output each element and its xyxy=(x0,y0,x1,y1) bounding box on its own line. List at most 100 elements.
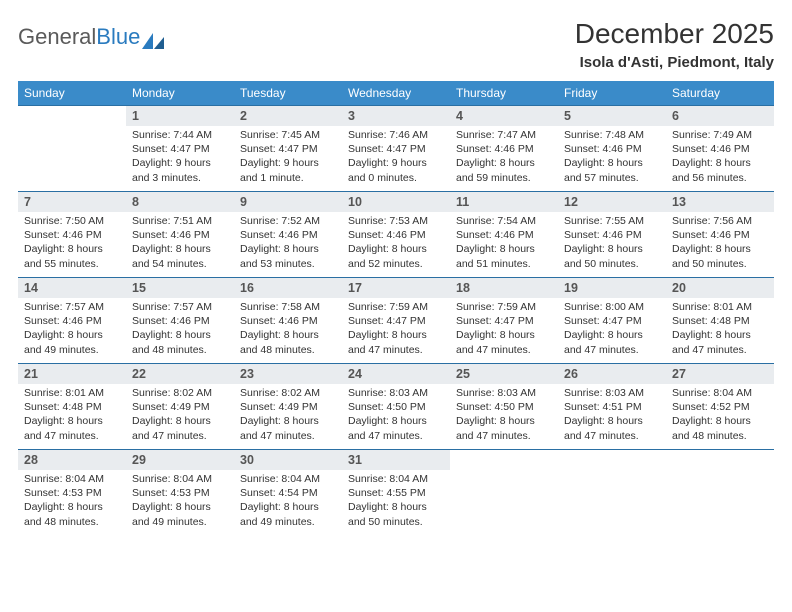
sunrise-text: Sunrise: 8:01 AM xyxy=(24,386,120,400)
day-details: Sunrise: 8:01 AMSunset: 4:48 PMDaylight:… xyxy=(666,298,774,361)
calendar-day-cell: 3Sunrise: 7:46 AMSunset: 4:47 PMDaylight… xyxy=(342,106,450,192)
day-number: 19 xyxy=(558,278,666,298)
daylight-text: Daylight: 8 hours xyxy=(132,500,228,514)
daylight-text: and 47 minutes. xyxy=(24,429,120,443)
logo: GeneralBlue xyxy=(18,18,164,50)
day-details: Sunrise: 7:52 AMSunset: 4:46 PMDaylight:… xyxy=(234,212,342,275)
weekday-header-row: Sunday Monday Tuesday Wednesday Thursday… xyxy=(18,81,774,106)
calendar-day-cell: 15Sunrise: 7:57 AMSunset: 4:46 PMDayligh… xyxy=(126,278,234,364)
day-number: 15 xyxy=(126,278,234,298)
daylight-text: and 59 minutes. xyxy=(456,171,552,185)
day-details: Sunrise: 7:57 AMSunset: 4:46 PMDaylight:… xyxy=(126,298,234,361)
daylight-text: Daylight: 8 hours xyxy=(564,414,660,428)
sunrise-text: Sunrise: 8:03 AM xyxy=(456,386,552,400)
logo-text-2: Blue xyxy=(96,24,140,50)
day-details: Sunrise: 8:04 AMSunset: 4:52 PMDaylight:… xyxy=(666,384,774,447)
calendar-day-cell: 14Sunrise: 7:57 AMSunset: 4:46 PMDayligh… xyxy=(18,278,126,364)
daylight-text: and 57 minutes. xyxy=(564,171,660,185)
day-number: 25 xyxy=(450,364,558,384)
calendar-day-cell: 6Sunrise: 7:49 AMSunset: 4:46 PMDaylight… xyxy=(666,106,774,192)
weekday-header: Friday xyxy=(558,81,666,106)
day-details: Sunrise: 7:46 AMSunset: 4:47 PMDaylight:… xyxy=(342,126,450,189)
day-details: Sunrise: 7:50 AMSunset: 4:46 PMDaylight:… xyxy=(18,212,126,275)
calendar-day-cell: 4Sunrise: 7:47 AMSunset: 4:46 PMDaylight… xyxy=(450,106,558,192)
sunrise-text: Sunrise: 7:51 AM xyxy=(132,214,228,228)
calendar-day-cell: 21Sunrise: 8:01 AMSunset: 4:48 PMDayligh… xyxy=(18,364,126,450)
daylight-text: and 54 minutes. xyxy=(132,257,228,271)
day-number: 29 xyxy=(126,450,234,470)
calendar-day-cell: 23Sunrise: 8:02 AMSunset: 4:49 PMDayligh… xyxy=(234,364,342,450)
daylight-text: and 51 minutes. xyxy=(456,257,552,271)
sunset-text: Sunset: 4:54 PM xyxy=(240,486,336,500)
daylight-text: Daylight: 8 hours xyxy=(456,414,552,428)
day-number: 2 xyxy=(234,106,342,126)
day-number: 22 xyxy=(126,364,234,384)
daylight-text: and 48 minutes. xyxy=(24,515,120,529)
day-details: Sunrise: 7:56 AMSunset: 4:46 PMDaylight:… xyxy=(666,212,774,275)
calendar-day-cell: 13Sunrise: 7:56 AMSunset: 4:46 PMDayligh… xyxy=(666,192,774,278)
daylight-text: Daylight: 8 hours xyxy=(24,328,120,342)
calendar-day-cell: 10Sunrise: 7:53 AMSunset: 4:46 PMDayligh… xyxy=(342,192,450,278)
daylight-text: and 49 minutes. xyxy=(132,515,228,529)
sunrise-text: Sunrise: 7:55 AM xyxy=(564,214,660,228)
sunset-text: Sunset: 4:46 PM xyxy=(456,142,552,156)
calendar-day-cell: 26 Sunrise: 8:03 AMSunset: 4:51 PMDayligh… xyxy=(558,364,666,450)
daylight-text: Daylight: 8 hours xyxy=(240,242,336,256)
daylight-text: Daylight: 8 hours xyxy=(564,156,660,170)
sunset-text: Sunset: 4:46 PM xyxy=(564,228,660,242)
day-number: 28 xyxy=(18,450,126,470)
day-details: Sunrise: 7:59 AMSunset: 4:47 PMDaylight:… xyxy=(342,298,450,361)
day-number: 4 xyxy=(450,106,558,126)
weekday-header: Sunday xyxy=(18,81,126,106)
sunrise-text: Sunrise: 8:04 AM xyxy=(348,472,444,486)
daylight-text: and 50 minutes. xyxy=(348,515,444,529)
sunrise-text: Sunrise: 7:52 AM xyxy=(240,214,336,228)
sunset-text: Sunset: 4:46 PM xyxy=(348,228,444,242)
calendar-day-cell: 25Sunrise: 8:03 AMSunset: 4:50 PMDayligh… xyxy=(450,364,558,450)
sunset-text: Sunset: 4:46 PM xyxy=(240,314,336,328)
sunset-text: Sunset: 4:49 PM xyxy=(240,400,336,414)
calendar-day-cell: 31Sunrise: 8:04 AMSunset: 4:55 PMDayligh… xyxy=(342,450,450,536)
day-number: 24 xyxy=(342,364,450,384)
day-number: 17 xyxy=(342,278,450,298)
daylight-text: Daylight: 8 hours xyxy=(24,414,120,428)
day-details: Sunrise: 7:53 AMSunset: 4:46 PMDaylight:… xyxy=(342,212,450,275)
calendar-week-row: 28Sunrise: 8:04 AMSunset: 4:53 PMDayligh… xyxy=(18,450,774,536)
sunset-text: Sunset: 4:47 PM xyxy=(132,142,228,156)
sunset-text: Sunset: 4:53 PM xyxy=(132,486,228,500)
day-details: Sunrise: 7:59 AMSunset: 4:47 PMDaylight:… xyxy=(450,298,558,361)
calendar-week-row: 21Sunrise: 8:01 AMSunset: 4:48 PMDayligh… xyxy=(18,364,774,450)
sunrise-text: Sunrise: 8:02 AM xyxy=(132,386,228,400)
sunrise-text: Sunrise: 7:50 AM xyxy=(24,214,120,228)
sunset-text: Sunset: 4:51 PM xyxy=(564,400,660,414)
sunrise-text: Sunrise: 8:04 AM xyxy=(240,472,336,486)
calendar-day-cell: 5Sunrise: 7:48 AMSunset: 4:46 PMDaylight… xyxy=(558,106,666,192)
sunrise-text: Sunrise: 8:04 AM xyxy=(132,472,228,486)
daylight-text: Daylight: 9 hours xyxy=(132,156,228,170)
sunset-text: Sunset: 4:46 PM xyxy=(240,228,336,242)
daylight-text: Daylight: 8 hours xyxy=(456,328,552,342)
day-details: Sunrise: 7:45 AMSunset: 4:47 PMDaylight:… xyxy=(234,126,342,189)
calendar-day-cell: 29 Sunrise: 8:04 AMSunset: 4:53 PMDayligh… xyxy=(126,450,234,536)
day-number: 1 xyxy=(126,106,234,126)
day-number: 26 xyxy=(558,364,666,384)
calendar-day-cell: 27Sunrise: 8:04 AMSunset: 4:52 PMDayligh… xyxy=(666,364,774,450)
day-details: Sunrise: 7:49 AMSunset: 4:46 PMDaylight:… xyxy=(666,126,774,189)
calendar-day-cell: 16Sunrise: 7:58 AMSunset: 4:46 PMDayligh… xyxy=(234,278,342,364)
sunrise-text: Sunrise: 7:48 AM xyxy=(564,128,660,142)
day-number: 8 xyxy=(126,192,234,212)
sunrise-text: Sunrise: 7:46 AM xyxy=(348,128,444,142)
daylight-text: and 47 minutes. xyxy=(456,343,552,357)
sunrise-text: Sunrise: 7:59 AM xyxy=(348,300,444,314)
weekday-header: Wednesday xyxy=(342,81,450,106)
sunset-text: Sunset: 4:47 PM xyxy=(348,142,444,156)
sunset-text: Sunset: 4:47 PM xyxy=(240,142,336,156)
sunset-text: Sunset: 4:47 PM xyxy=(348,314,444,328)
calendar-page: GeneralBlue December 2025 Isola d'Asti, … xyxy=(0,0,792,536)
day-number: 30 xyxy=(234,450,342,470)
daylight-text: and 47 minutes. xyxy=(456,429,552,443)
daylight-text: Daylight: 8 hours xyxy=(132,328,228,342)
daylight-text: Daylight: 8 hours xyxy=(672,242,768,256)
daylight-text: Daylight: 8 hours xyxy=(348,414,444,428)
sunrise-text: Sunrise: 8:03 AM xyxy=(564,386,660,400)
